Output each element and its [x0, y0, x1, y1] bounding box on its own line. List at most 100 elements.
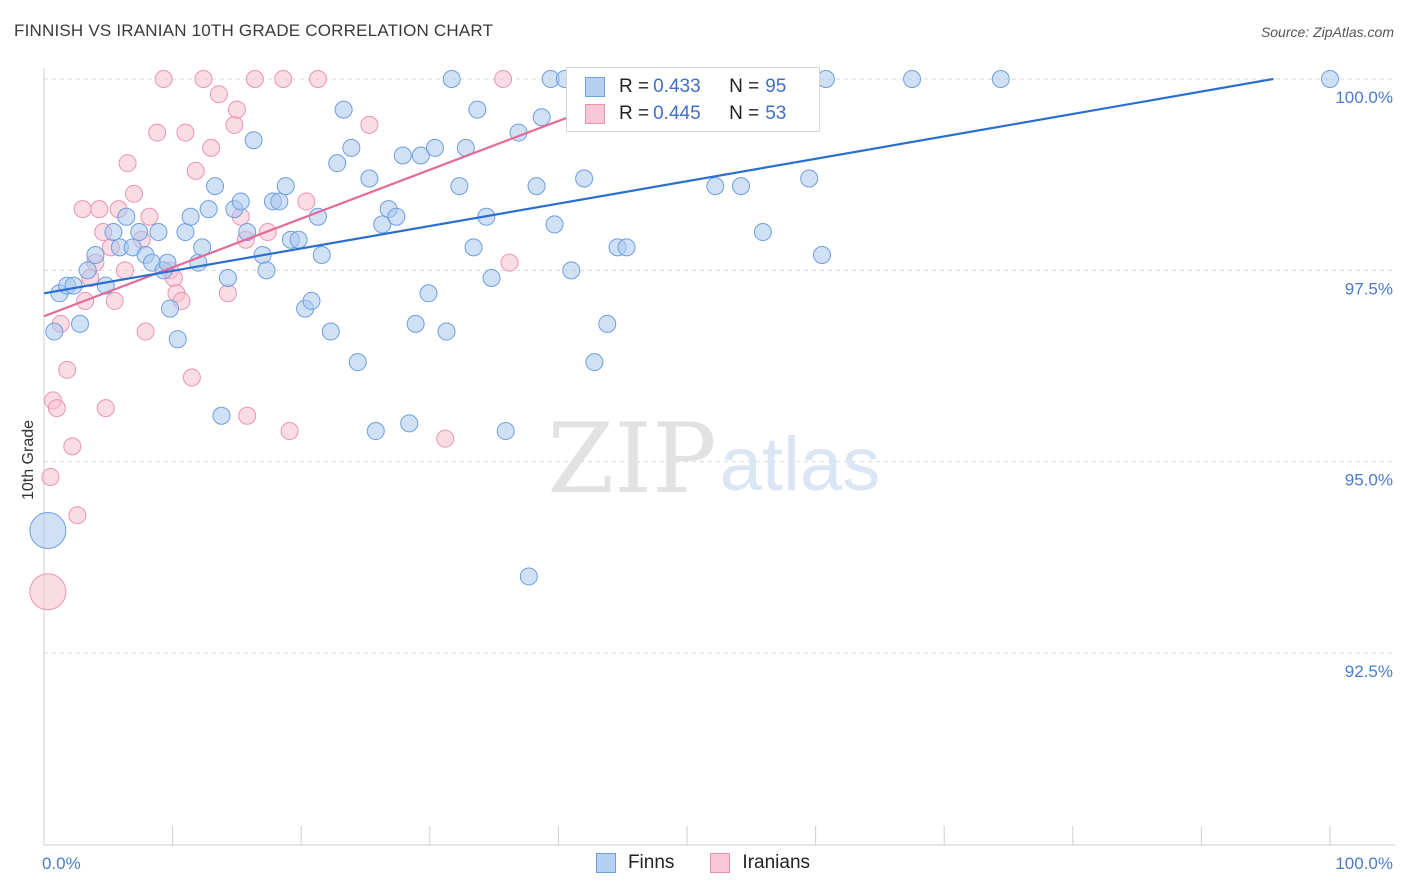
- finns-point: [813, 246, 832, 265]
- finns-point: [468, 100, 487, 119]
- finns-point: [360, 169, 379, 188]
- series-legend: Finns Iranians: [0, 852, 1406, 874]
- finns-point: [308, 207, 327, 226]
- legend-r-label: R =: [619, 103, 650, 124]
- legend-label-finns: Finns: [627, 852, 675, 873]
- finns-point: [519, 567, 538, 586]
- finns-point: [425, 138, 444, 157]
- finns-point: [130, 223, 149, 242]
- iranians-point: [41, 467, 60, 486]
- legend-r-value: 0.445: [653, 103, 701, 124]
- finns-point: [348, 353, 367, 372]
- x-tick-label: 100.0%: [1335, 854, 1393, 873]
- finns-point: [585, 353, 604, 372]
- finns-points: [29, 70, 1339, 586]
- y-tick-label: 97.5%: [1345, 279, 1393, 298]
- y-axis-title: 10th Grade: [20, 420, 37, 500]
- iranians-point: [274, 70, 293, 88]
- finns-point: [161, 299, 180, 318]
- iranians-point: [63, 437, 82, 456]
- finns-point: [406, 314, 425, 333]
- iranians-swatch: [710, 853, 731, 873]
- finns-point: [334, 100, 353, 119]
- finns-point: [206, 177, 225, 196]
- iranians-point: [436, 429, 455, 448]
- finns-point: [104, 223, 123, 242]
- iranians-point: [68, 506, 87, 525]
- finns-point: [231, 192, 250, 211]
- finns-point: [321, 322, 340, 341]
- watermark-zip: ZIP: [547, 403, 716, 515]
- finns-point: [527, 177, 546, 196]
- finns-point: [373, 215, 392, 234]
- iranians-point: [238, 406, 257, 425]
- finns-point: [903, 70, 922, 88]
- finns-point: [29, 512, 67, 550]
- trend-lines: [43, 77, 1274, 318]
- legend-item-finns[interactable]: Finns: [595, 852, 675, 874]
- finns-point: [442, 70, 461, 88]
- iranians-point: [500, 253, 519, 272]
- y-tick-label: 95.0%: [1345, 471, 1393, 490]
- finns-point: [78, 261, 97, 280]
- iranians-point: [96, 399, 115, 418]
- finns-point: [270, 192, 289, 211]
- iranians-point: [494, 70, 513, 88]
- iranians-point: [154, 70, 173, 88]
- iranians-point: [73, 200, 92, 219]
- iranians-point: [186, 161, 205, 180]
- finns-point: [199, 200, 218, 219]
- finns-point: [575, 169, 594, 188]
- iranians-point: [202, 138, 221, 157]
- iranians-point: [105, 291, 124, 310]
- legend-n-value: 95: [765, 76, 787, 97]
- finns-point: [800, 169, 819, 188]
- iranians-point: [29, 573, 67, 611]
- finns-point: [393, 146, 412, 165]
- y-tick-label: 100.0%: [1335, 88, 1393, 107]
- finns-swatch: [595, 853, 616, 873]
- iranians-point: [136, 322, 155, 341]
- watermark-atlas: atlas: [720, 422, 881, 507]
- iranians-point: [90, 200, 109, 219]
- axes: [43, 68, 1395, 846]
- finns-point: [400, 414, 419, 433]
- finns-point: [312, 246, 331, 265]
- finns-point: [181, 207, 200, 226]
- finns-point: [212, 406, 231, 425]
- finns-point: [532, 108, 551, 127]
- iranians-point: [140, 207, 159, 226]
- iranians-point: [125, 184, 144, 203]
- finns-point: [45, 322, 64, 341]
- legend-n-label: N =: [729, 76, 760, 97]
- finns-point: [387, 207, 406, 226]
- iranians-point: [308, 70, 327, 88]
- finns-point: [238, 223, 257, 242]
- finns-point: [302, 291, 321, 310]
- finns-point: [176, 223, 195, 242]
- legend-item-iranians[interactable]: Iranians: [710, 852, 810, 874]
- finns-point: [464, 238, 483, 257]
- finns-point: [86, 246, 105, 265]
- iranians-points: [29, 70, 731, 611]
- legend-row-iranians: R = 0.445 N = 53: [585, 101, 786, 127]
- finns-point: [598, 314, 617, 333]
- finns-point: [732, 177, 751, 196]
- legend-r-value: 0.433: [653, 76, 701, 97]
- iranians-point: [58, 360, 77, 379]
- iranians-point: [209, 85, 228, 104]
- iranians-point: [148, 123, 167, 142]
- legend-r-label: R =: [619, 76, 650, 97]
- chart-title: FINNISH VS IRANIAN 10TH GRADE CORRELATIO…: [14, 21, 494, 40]
- iranians-swatch: [585, 104, 605, 124]
- watermark: ZIP atlas: [547, 403, 880, 515]
- gridlines: [44, 78, 1395, 654]
- stats-legend: R = 0.433 N = 95 R = 0.445 N = 53: [566, 67, 820, 132]
- finns-point: [706, 177, 725, 196]
- source-label: Source: ZipAtlas.com: [1260, 24, 1394, 40]
- finns-point: [753, 223, 772, 242]
- finns-point: [991, 70, 1010, 88]
- iranians-point: [194, 70, 213, 88]
- finns-point: [450, 177, 469, 196]
